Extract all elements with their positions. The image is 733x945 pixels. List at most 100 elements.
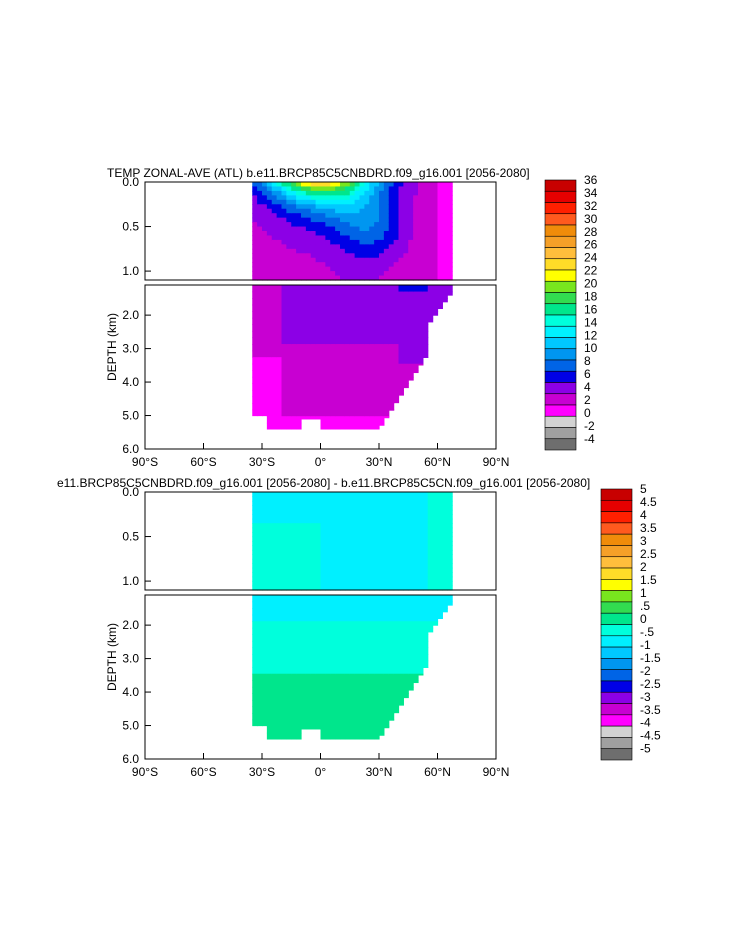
field-cell (330, 536, 336, 542)
field-cell (335, 581, 341, 587)
field-cell (286, 567, 292, 573)
field-cell (408, 680, 414, 688)
field-cell (257, 621, 263, 629)
field-cell (422, 634, 429, 642)
colorbar-swatch (544, 303, 577, 316)
field-cell (296, 713, 302, 721)
field-cell (305, 647, 312, 655)
field-cell (296, 409, 302, 417)
field-cell (252, 244, 258, 250)
field-cell (281, 634, 287, 642)
field-cell (257, 244, 263, 250)
field-cell (252, 285, 258, 293)
field-cell (369, 614, 375, 622)
field-cell (354, 291, 361, 299)
field-cell (354, 275, 361, 281)
field-cell (262, 195, 268, 201)
field-cell (340, 239, 346, 245)
field-cell (393, 304, 400, 312)
field-cell (330, 337, 336, 345)
field-cell (262, 396, 268, 404)
field-cell (422, 514, 429, 520)
field-cell (315, 554, 322, 560)
field-cell (286, 693, 292, 701)
field-cell (427, 558, 434, 564)
field-cell (315, 509, 322, 515)
field-cell (374, 344, 380, 352)
field-cell (276, 195, 283, 201)
field-cell (354, 673, 361, 681)
colorbar-swatch (600, 635, 633, 648)
field-cell (281, 235, 287, 241)
field-cell (349, 275, 356, 281)
field-cell (398, 204, 404, 210)
field-cell (276, 532, 283, 538)
field-cell (447, 217, 453, 223)
field-cell (403, 262, 409, 268)
field-cell (320, 647, 326, 655)
field-cell (286, 291, 292, 299)
field-cell (325, 357, 331, 365)
field-cell (418, 190, 424, 196)
field-cell (335, 422, 341, 430)
field-cell (281, 500, 287, 506)
field-cell (262, 409, 268, 417)
field-cell (291, 726, 297, 734)
field-cell (310, 330, 317, 339)
field-cell (325, 505, 331, 511)
field-cell (403, 608, 409, 616)
colorbar-swatch (544, 235, 577, 248)
field-cell (359, 422, 365, 430)
field-cell (427, 235, 434, 241)
field-cell (276, 363, 283, 371)
field-cell (325, 614, 331, 622)
field-cell (301, 204, 307, 210)
field-cell (325, 585, 331, 591)
field-cell (379, 558, 385, 564)
field-cell (252, 182, 258, 188)
field-cell (340, 324, 346, 332)
field-cell (359, 222, 365, 228)
field-cell (286, 713, 292, 721)
field-cell (344, 706, 351, 714)
field-cell (325, 581, 331, 587)
field-cell (374, 217, 380, 223)
field-cell (262, 621, 268, 629)
field-cell (325, 660, 331, 668)
field-cell (383, 262, 390, 268)
field-cell (305, 523, 312, 529)
field-cell (354, 217, 361, 223)
field-cell (437, 576, 443, 582)
field-cell (315, 186, 322, 192)
field-cell (403, 344, 409, 352)
field-cell (296, 505, 302, 511)
field-cell (369, 699, 375, 708)
field-cell (320, 706, 326, 714)
field-cell (413, 595, 419, 603)
field-cell (398, 492, 404, 498)
field-cell (286, 217, 292, 223)
field-cell (442, 500, 448, 506)
field-cell (315, 595, 322, 603)
field-cell (271, 257, 278, 263)
field-cell (364, 634, 370, 642)
field-cell (359, 601, 365, 609)
field-cell (286, 422, 292, 430)
field-cell (359, 549, 365, 555)
field-cell (325, 496, 331, 502)
field-cell (408, 509, 414, 515)
field-cell (349, 640, 356, 649)
field-cell (305, 532, 312, 538)
field-cell (291, 186, 297, 192)
field-cell (403, 601, 409, 609)
x-tick-label: 30°S (249, 765, 275, 779)
field-cell (276, 213, 283, 219)
field-cell (393, 514, 400, 520)
field-cell (349, 324, 356, 332)
field-cell (364, 244, 370, 250)
field-cell (266, 344, 273, 352)
field-cell (281, 719, 287, 727)
field-cell (403, 563, 409, 569)
field-cell (354, 509, 361, 515)
field-cell (344, 226, 351, 232)
